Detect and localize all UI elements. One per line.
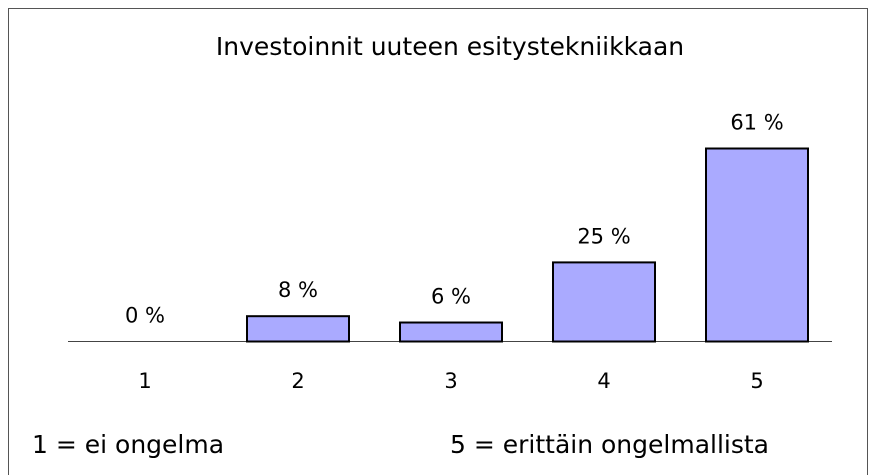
bar (399, 321, 503, 343)
bar (246, 315, 350, 343)
annotation: 5 = erittäin ongelmallista (450, 430, 769, 459)
chart-title: Investoinnit uuteen esitystekniikkaan (216, 32, 684, 61)
data-label: 6 % (431, 285, 471, 309)
x-tick-label: 4 (597, 369, 610, 393)
bar (705, 147, 809, 343)
x-tick-label: 1 (138, 369, 151, 393)
x-tick-label: 2 (291, 369, 304, 393)
annotation: 1 = ei ongelma (32, 430, 224, 459)
bar (552, 261, 656, 343)
data-label: 0 % (125, 304, 165, 328)
data-label: 25 % (577, 224, 630, 248)
x-tick-label: 5 (750, 369, 763, 393)
data-label: 8 % (278, 278, 318, 302)
data-label: 61 % (730, 111, 783, 135)
x-tick-label: 3 (444, 369, 457, 393)
